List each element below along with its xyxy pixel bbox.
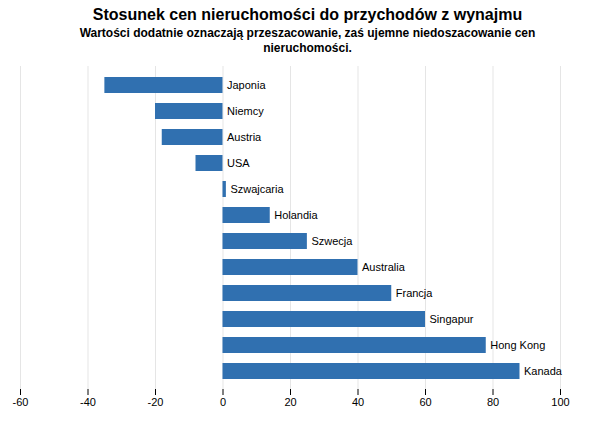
svg-text:Holandia: Holandia: [274, 209, 318, 221]
html-text:Wartości dodatnie oznaczają pr: Wartości dodatnie oznaczają przeszacowan…: [79, 26, 536, 55]
svg-text:0: 0: [220, 396, 226, 408]
svg-text:40: 40: [352, 396, 364, 408]
svg-text:USA: USA: [227, 157, 250, 169]
svg-text:Hong Kong: Hong Kong: [490, 339, 545, 351]
svg-text:Japonia: Japonia: [227, 79, 266, 91]
svg-text:Austria: Austria: [227, 131, 262, 143]
html-text:Stosunek cen nieruchomości do: Stosunek cen nieruchomości do przychodów…: [92, 6, 523, 23]
svg-text:-60: -60: [13, 396, 29, 408]
svg-text:60: 60: [419, 396, 431, 408]
svg-text:Kanada: Kanada: [524, 365, 563, 377]
svg-text:Australia: Australia: [362, 261, 406, 273]
svg-text:Szwajcaria: Szwajcaria: [230, 183, 284, 195]
svg-text:-20: -20: [148, 396, 164, 408]
svg-text:Szwecja: Szwecja: [311, 235, 353, 247]
svg-text:80: 80: [487, 396, 499, 408]
svg-text:-40: -40: [80, 396, 96, 408]
svg-text:20: 20: [284, 396, 296, 408]
svg-text:100: 100: [551, 396, 569, 408]
svg-text:Francja: Francja: [396, 287, 434, 299]
svg-text:Singapur: Singapur: [430, 313, 474, 325]
svg-text:Niemcy: Niemcy: [227, 105, 264, 117]
